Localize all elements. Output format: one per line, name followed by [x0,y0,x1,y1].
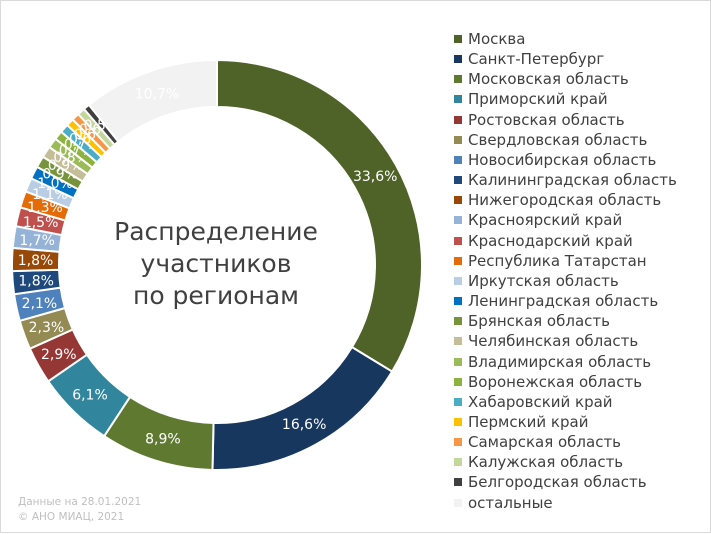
legend-swatch-0 [454,35,462,43]
legend-item-12: Иркутская область [454,271,677,291]
copyright: © АНО МИАЦ, 2021 [18,511,125,523]
legend-item-8: Нижегородская область [454,190,677,210]
legend-label-12: Иркутская область [468,271,619,290]
slice-1 [211,345,394,471]
slice-label-6: 2,1% [22,296,58,312]
legend-label-11: Республика Татарстан [468,251,647,270]
legend-label-9: Красноярский край [468,211,623,230]
slice-label-8: 1,8% [18,253,54,269]
legend-swatch-15 [454,337,462,346]
legend-label-3: Приморский край [468,90,608,109]
legend-swatch-3 [454,95,462,104]
legend-item-13: Ленинградская область [454,291,677,311]
legend-swatch-9 [454,216,462,225]
legend-item-17: Воронежская область [454,372,677,392]
legend-label-18: Хабаровский край [468,392,613,411]
legend-item-0: Москва [454,29,677,49]
legend-item-19: Пермский край [454,412,677,432]
legend-label-7: Калининградская область [468,171,677,190]
legend-swatch-4 [454,115,462,124]
slice-label-3: 6,1% [72,388,108,404]
legend-item-18: Хабаровский край [454,392,677,412]
slice-0 [216,58,423,373]
legend-item-16: Владимирская область [454,352,677,372]
legend-swatch-6 [454,155,462,164]
legend-item-4: Ростовская область [454,110,677,130]
legend-swatch-14 [454,317,462,326]
legend-label-21: Калужская область [468,453,624,472]
chart-legend: Москва Санкт-Петербург Московская область П… [454,29,677,513]
legend-swatch-5 [454,135,462,144]
slice-label-7: 1,8% [18,274,54,290]
legend-swatch-10 [454,236,462,245]
legend-label-22: Белгородская область [468,473,647,492]
data-date: Данные на 28.01.2021 [18,496,142,508]
legend-item-2: Московская область [454,69,677,89]
slice-label-0: 33,6% [353,169,397,185]
legend-item-21: Калужская область [454,452,677,472]
chart-title-line-1: Распределение [114,217,318,246]
legend-item-6: Новосибирская область [454,150,677,170]
legend-label-0: Москва [468,30,526,48]
legend-label-8: Нижегородская область [468,191,662,210]
slice-label-9: 1,7% [19,233,55,249]
legend-label-4: Ростовская область [468,110,625,129]
footer-note: Данные на 28.01.2021 © АНО МИАЦ, 2021 [18,495,141,525]
slice-label-1: 16,6% [282,417,326,433]
legend-item-20: Самарская область [454,432,677,452]
legend-swatch-22 [454,478,462,487]
legend-label-6: Новосибирская область [468,150,657,169]
legend-label-20: Самарская область [468,433,622,452]
legend-label-14: Брянская область [468,312,610,331]
legend-label-10: Краснодарский край [468,231,633,250]
legend-item-7: Калининградская область [454,170,677,190]
chart-title-line-2: участников [140,249,292,278]
legend-swatch-23 [454,498,462,507]
legend-item-15: Челябинская область [454,331,677,351]
slice-label-2: 8,9% [145,431,181,447]
legend-swatch-18 [454,397,462,406]
chart-title: Распределение участников по регионам [106,216,326,312]
legend-label-1: Санкт-Петербург [468,50,605,69]
legend-swatch-21 [454,458,462,467]
legend-swatch-8 [454,196,462,205]
legend-swatch-11 [454,256,462,265]
legend-item-5: Свердловская область [454,130,677,150]
legend-label-17: Воронежская область [468,372,643,391]
slice-label-5: 2,3% [29,320,65,336]
legend-swatch-2 [454,75,462,84]
legend-swatch-1 [454,55,462,64]
legend-swatch-13 [454,297,462,306]
slice-label-4: 2,9% [41,347,77,363]
chart-title-line-3: по регионам [132,281,300,310]
slice-label-10: 1,5% [23,215,59,231]
legend-swatch-12 [454,276,462,285]
legend-label-23: остальные [468,493,553,512]
slice-label-11: 1,3% [27,200,63,216]
legend-item-11: Республика Татарстан [454,251,677,271]
legend-item-1: Санкт-Петербург [454,49,677,69]
legend-item-23: остальные [454,493,677,513]
legend-item-9: Красноярский край [454,210,677,230]
legend-label-2: Московская область [468,70,629,89]
legend-swatch-7 [454,176,462,185]
legend-swatch-19 [454,417,462,426]
legend-label-16: Владимирская область [468,352,652,371]
legend-label-15: Челябинская область [468,332,639,351]
legend-label-13: Ленинградская область [468,292,659,311]
legend-swatch-20 [454,438,462,447]
legend-label-5: Свердловская область [468,130,648,149]
legend-swatch-16 [454,357,462,366]
legend-swatch-17 [454,377,462,386]
legend-item-22: Белгородская область [454,472,677,492]
slice-label-23: 10,7% [135,87,179,103]
legend-item-10: Краснодарский край [454,231,677,251]
legend-item-14: Брянская область [454,311,677,331]
legend-item-3: Приморский край [454,89,677,109]
slice-23 [87,58,218,143]
legend-label-19: Пермский край [468,412,589,431]
